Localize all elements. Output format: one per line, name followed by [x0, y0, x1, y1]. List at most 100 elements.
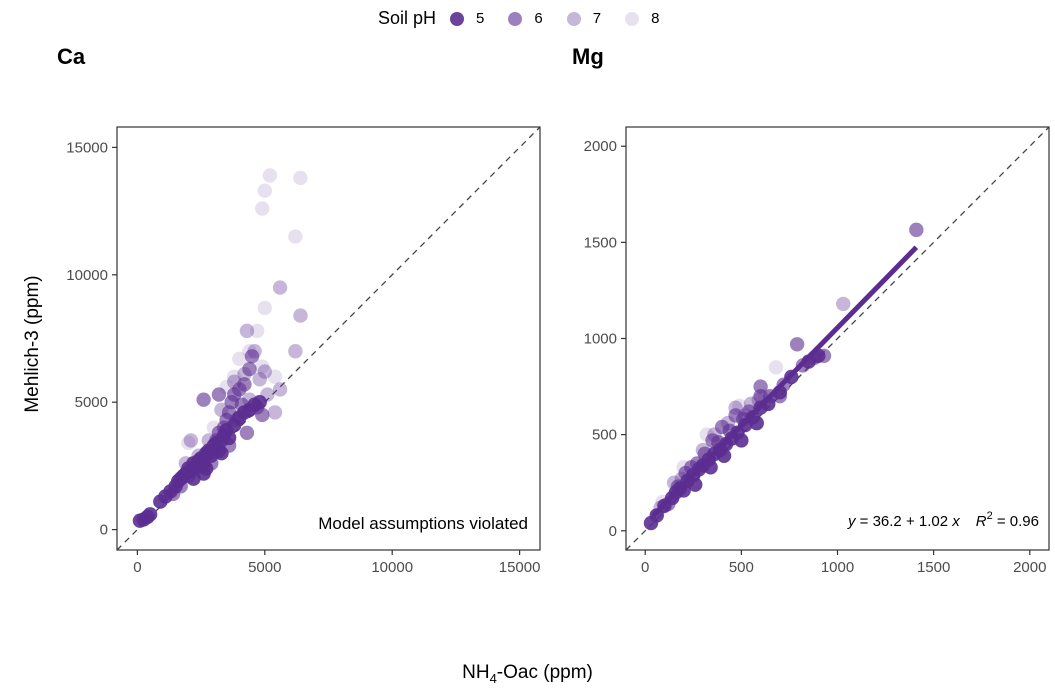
- mg-point: [816, 348, 832, 364]
- mg-point: [836, 296, 851, 312]
- ca-point: [237, 366, 252, 382]
- legend: Soil pH 5 6 7 8: [378, 8, 683, 29]
- x-axis-title: NH4-Oac (ppm): [0, 662, 1055, 686]
- ca-point: [232, 351, 247, 367]
- ca-point: [288, 344, 303, 359]
- ca-point: [255, 201, 270, 216]
- legend-item-ph5: 5: [450, 10, 484, 27]
- mg-y-tick-label: 500: [592, 427, 617, 444]
- ca-point: [260, 387, 275, 402]
- mg-annotation: y = 36.2 + 1.02 x R2 = 0.96: [847, 510, 1039, 530]
- ca-point: [288, 229, 303, 244]
- mg-x-tick-label: 500: [729, 559, 754, 576]
- x-axis-title-rest: -Oac (ppm): [496, 662, 593, 683]
- ca-point: [252, 372, 267, 387]
- ca-point: [242, 392, 257, 407]
- mg-x-tick-label: 1000: [821, 559, 854, 576]
- mg-annot-sup: 2: [987, 510, 993, 522]
- ca-point: [142, 507, 158, 522]
- legend-label-ph7: 7: [592, 10, 602, 27]
- ca-point: [183, 433, 199, 448]
- panel-title-mg: Mg: [572, 44, 604, 69]
- x-axis-title-sub: 4: [489, 670, 497, 686]
- ca-point: [191, 448, 206, 463]
- ca-point: [293, 308, 308, 323]
- mg-y-tick-label: 0: [609, 523, 617, 540]
- ca-point: [242, 361, 257, 377]
- mg-point: [720, 415, 736, 431]
- legend-swatch-ph5: [450, 11, 465, 26]
- ca-panel-border: [116, 126, 541, 551]
- ca-point: [293, 170, 308, 186]
- mg-point: [732, 398, 747, 413]
- mg-point: [743, 396, 759, 412]
- ca-point: [237, 377, 252, 392]
- mg-annot-eq: = 36.2 + 1.02: [855, 513, 952, 530]
- ca-point: [262, 168, 278, 183]
- ca-x-tick-label: 5000: [248, 559, 281, 576]
- ca-point: [255, 359, 270, 374]
- ca-y-tick-label: 0: [100, 522, 108, 539]
- mg-point: [789, 337, 805, 352]
- mg-annot-x: x: [951, 513, 960, 530]
- mg-annot-r: R: [976, 513, 987, 530]
- ca-point: [257, 364, 272, 379]
- legend-label-ph6: 6: [534, 10, 543, 27]
- ca-x-tick-label: 10000: [371, 559, 413, 576]
- ca-point: [181, 435, 196, 451]
- mg-point: [734, 433, 749, 448]
- ca-point: [267, 369, 283, 384]
- legend-item-ph8: 8: [625, 10, 659, 27]
- mg-x-tick-label: 1500: [917, 559, 950, 576]
- mg-annot-y: y: [847, 513, 857, 530]
- mg-point: [728, 400, 743, 415]
- mg-annot-r2: = 0.96: [993, 513, 1039, 530]
- ca-point: [227, 369, 242, 384]
- mg-fit-line: [651, 245, 919, 518]
- legend-item-ph7: 7: [566, 10, 602, 27]
- ca-point: [234, 397, 250, 412]
- ca-point: [257, 300, 272, 316]
- legend-label-ph8: 8: [651, 10, 660, 27]
- legend-label-ph5: 5: [476, 10, 485, 27]
- ca-x-tick-label: 15000: [499, 559, 541, 576]
- ca-y-tick-label: 10000: [66, 267, 108, 284]
- mg-point: [707, 427, 722, 442]
- ca-point: [272, 280, 288, 295]
- ca-point: [267, 405, 283, 420]
- ca-point: [242, 344, 257, 359]
- ca-point: [219, 379, 234, 395]
- legend-swatch-ph6: [508, 11, 523, 26]
- ca-point: [206, 420, 222, 435]
- ca-annotation: Model assumptions violated: [318, 514, 528, 533]
- panel-title-ca: Ca: [57, 44, 86, 69]
- ca-point: [257, 183, 272, 198]
- ca-point: [173, 479, 188, 494]
- mg-y-tick-label: 1000: [584, 331, 617, 348]
- ca-point: [204, 456, 219, 471]
- x-axis-title-main: NH: [462, 662, 490, 683]
- ca-point: [221, 438, 237, 453]
- mg-point: [688, 477, 703, 492]
- mg-y-tick-label: 1500: [584, 234, 617, 251]
- mg-y-tick-label: 2000: [584, 138, 617, 155]
- mg-point: [666, 475, 682, 490]
- mg-point: [716, 448, 732, 463]
- ca-point: [229, 412, 244, 428]
- ca-y-tick-label: 5000: [75, 394, 108, 411]
- mg-x-tick-label: 0: [641, 559, 649, 576]
- ca-point: [201, 433, 216, 448]
- legend-swatch-ph7: [566, 11, 581, 26]
- mg-point: [676, 460, 691, 475]
- mg-point: [909, 222, 924, 238]
- ca-point: [178, 456, 194, 471]
- legend-swatch-ph8: [625, 11, 640, 26]
- ca-point: [196, 392, 211, 407]
- ca-point: [239, 323, 255, 339]
- ca-point: [249, 323, 265, 339]
- mg-x-tick-label: 2000: [1013, 559, 1046, 576]
- ca-point: [227, 374, 242, 390]
- ca-point: [239, 425, 255, 440]
- ca-y-tick-label: 15000: [66, 139, 108, 156]
